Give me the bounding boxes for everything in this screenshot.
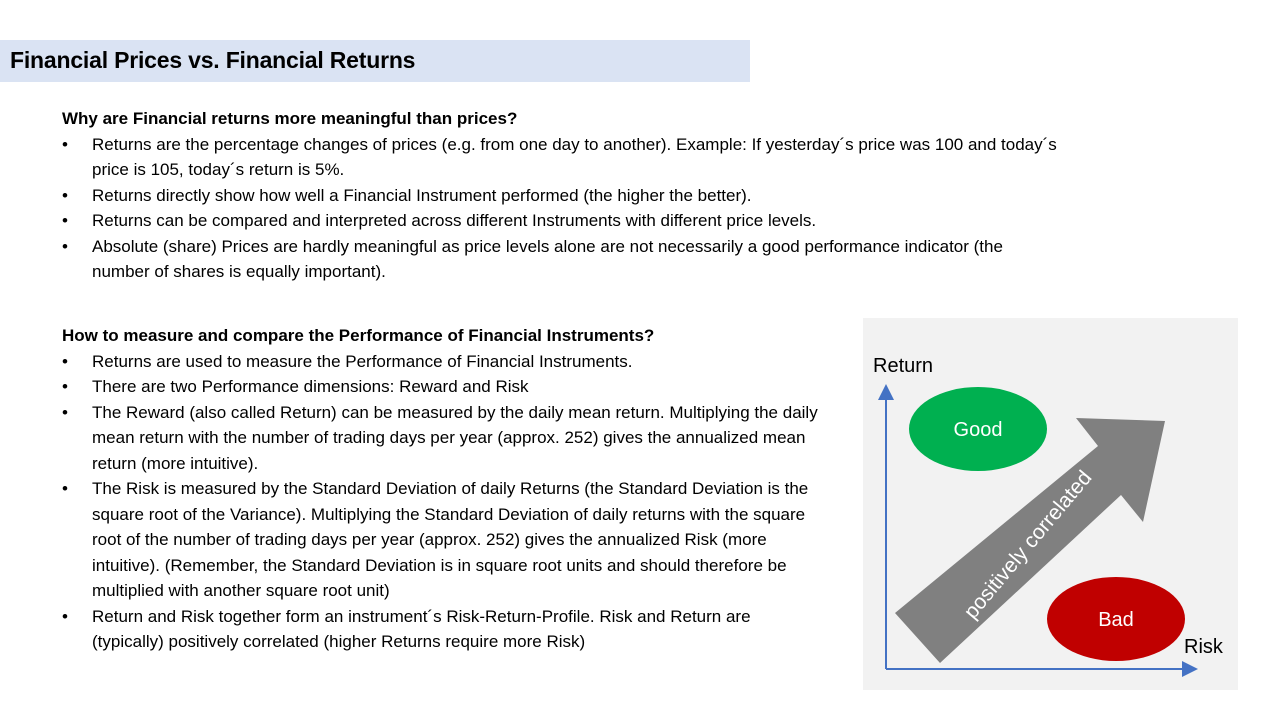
bullet-item: The Risk is measured by the Standard Dev… — [62, 476, 822, 604]
bullet-item: Returns are used to measure the Performa… — [62, 349, 822, 375]
page-title: Financial Prices vs. Financial Returns — [10, 47, 416, 73]
bad-label: Bad — [1098, 609, 1134, 631]
bullet-item: Return and Risk together form an instrum… — [62, 604, 822, 655]
diagram-canvas: positively correlated Good Bad — [878, 384, 1198, 677]
good-ellipse — [909, 387, 1047, 471]
bullet-item: Returns directly show how well a Financi… — [62, 183, 1062, 209]
correlation-arrow — [895, 418, 1165, 663]
section-measure-performance: How to measure and compare the Performan… — [62, 323, 822, 655]
bad-ellipse — [1047, 577, 1185, 661]
title-bar: Financial Prices vs. Financial Returns — [0, 40, 750, 82]
x-axis-label: Risk — [1184, 636, 1223, 658]
bullet-item: The Reward (also called Return) can be m… — [62, 400, 822, 477]
bullet-item: Returns can be compared and interpreted … — [62, 208, 1062, 234]
y-axis-label: Return — [873, 355, 934, 377]
bullet-item: Absolute (share) Prices are hardly meani… — [62, 234, 1062, 285]
bullet-item: Returns are the percentage changes of pr… — [62, 132, 1062, 183]
bullet-list: Returns are used to measure the Performa… — [62, 349, 822, 655]
section-why-returns: Why are Financial returns more meaningfu… — [62, 106, 1062, 285]
good-label: Good — [954, 419, 1003, 441]
bullet-list: Returns are the percentage changes of pr… — [62, 132, 1062, 285]
section-heading: How to measure and compare the Performan… — [62, 326, 655, 345]
bullet-item: There are two Performance dimensions: Re… — [62, 374, 822, 400]
section-heading: Why are Financial returns more meaningfu… — [62, 109, 518, 128]
risk-return-diagram: positively correlated Good Bad Return Ri… — [863, 318, 1238, 690]
